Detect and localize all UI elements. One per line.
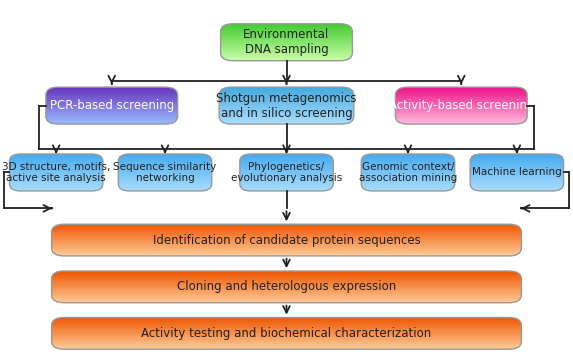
Text: 3D structure, motifs,
active site analysis: 3D structure, motifs, active site analys…: [2, 162, 111, 183]
FancyBboxPatch shape: [362, 154, 455, 191]
Text: Environmental
DNA sampling: Environmental DNA sampling: [244, 28, 329, 56]
Text: Activity testing and biochemical characterization: Activity testing and biochemical charact…: [142, 327, 431, 340]
FancyBboxPatch shape: [52, 271, 521, 303]
Text: Sequence similarity
networking: Sequence similarity networking: [113, 162, 217, 183]
Text: PCR-based screening: PCR-based screening: [50, 99, 174, 112]
FancyBboxPatch shape: [52, 224, 521, 256]
Text: Activity-based screening: Activity-based screening: [388, 99, 534, 112]
FancyBboxPatch shape: [9, 154, 103, 191]
FancyBboxPatch shape: [240, 154, 333, 191]
FancyBboxPatch shape: [118, 154, 211, 191]
FancyBboxPatch shape: [219, 87, 354, 124]
Text: Identification of candidate protein sequences: Identification of candidate protein sequ…: [152, 234, 421, 246]
Text: Shotgun metagenomics
and in silico screening: Shotgun metagenomics and in silico scree…: [216, 92, 357, 120]
Text: Cloning and heterologous expression: Cloning and heterologous expression: [177, 281, 396, 293]
Text: Machine learning: Machine learning: [472, 168, 562, 177]
FancyBboxPatch shape: [395, 87, 527, 124]
FancyBboxPatch shape: [470, 154, 564, 191]
FancyBboxPatch shape: [221, 24, 352, 61]
FancyBboxPatch shape: [46, 87, 178, 124]
FancyBboxPatch shape: [52, 318, 521, 349]
Text: Phylogenetics/
evolutionary analysis: Phylogenetics/ evolutionary analysis: [231, 162, 342, 183]
Text: Genomic context/
association mining: Genomic context/ association mining: [359, 162, 457, 183]
